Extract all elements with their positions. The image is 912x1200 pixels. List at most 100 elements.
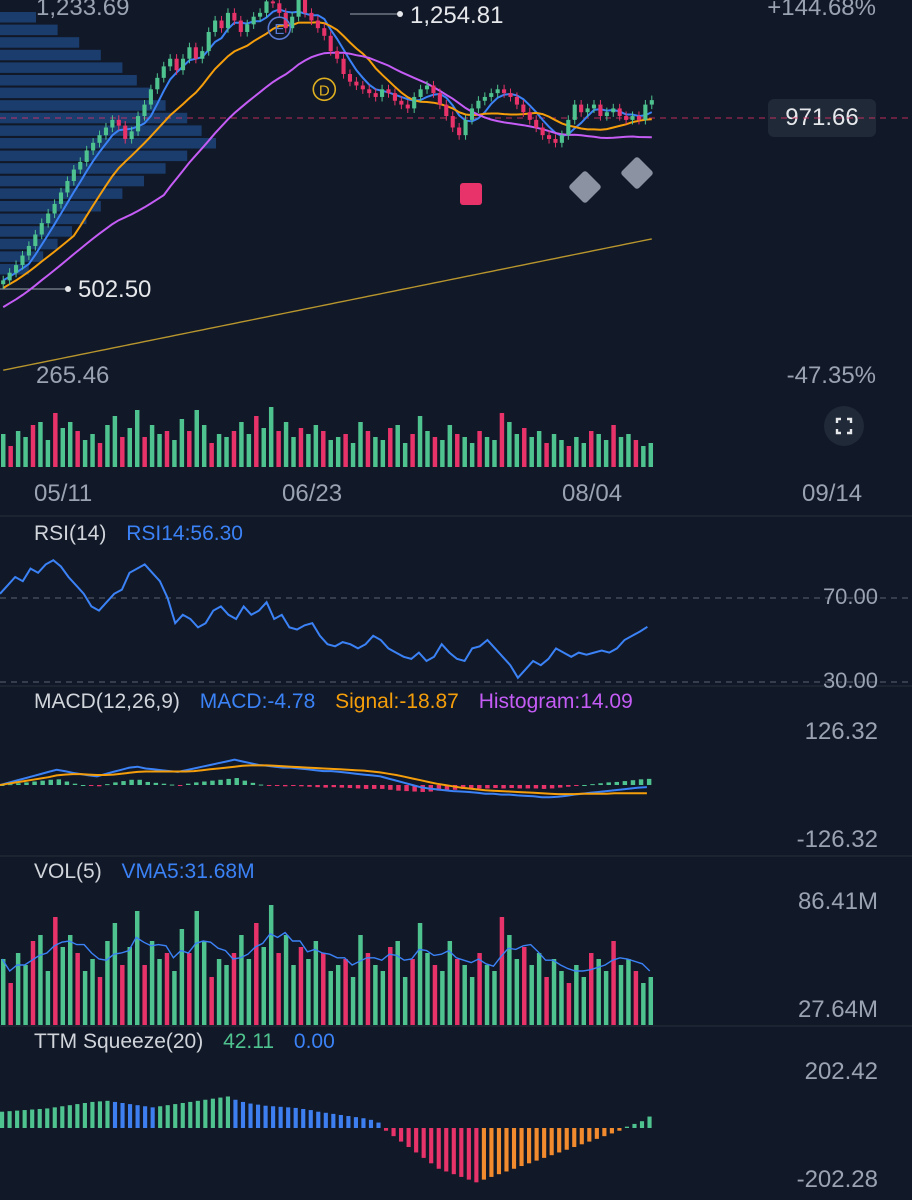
macd-signal: Signal:-18.87 xyxy=(335,690,459,713)
ttm-bar xyxy=(45,1108,50,1128)
volume-bar xyxy=(551,434,557,467)
ttm-bar xyxy=(557,1128,562,1153)
macd-hist-bar xyxy=(614,781,620,785)
volume-bar xyxy=(291,437,296,467)
candle-body xyxy=(33,234,38,246)
ttm-bar xyxy=(135,1105,140,1128)
ttm-bar xyxy=(391,1128,396,1137)
volume-bar xyxy=(38,422,43,467)
ttm-bar xyxy=(617,1128,622,1131)
ttm-bar xyxy=(353,1117,358,1128)
macd-hist-bar xyxy=(88,785,94,786)
macd-hist-bar xyxy=(622,781,628,785)
macd-hist-bar xyxy=(363,785,369,789)
vol-bar xyxy=(313,941,319,1025)
candle-body xyxy=(232,12,237,21)
macd-hist-bar xyxy=(582,785,587,786)
ttm-bar xyxy=(474,1128,479,1183)
vol-bar xyxy=(45,971,51,1025)
expand-button[interactable] xyxy=(824,406,864,446)
candle-body xyxy=(84,150,89,162)
candle-body xyxy=(476,100,481,109)
volume-bar xyxy=(544,443,549,467)
vol-bar xyxy=(648,977,654,1025)
vol-bar xyxy=(432,965,438,1025)
vol-bar xyxy=(298,947,304,1025)
ttm-bar xyxy=(519,1128,524,1167)
macd-hist-bar xyxy=(566,785,571,787)
profile-bar xyxy=(0,201,101,212)
macd-hist-bar xyxy=(202,781,207,785)
vol-bar xyxy=(30,941,36,1025)
profile-bar xyxy=(0,12,36,23)
macd-panel xyxy=(0,758,652,799)
macd-hist-bar xyxy=(533,785,539,789)
macd-hist-bar xyxy=(331,785,336,788)
ttm-bar xyxy=(60,1106,65,1128)
candle-body xyxy=(534,119,539,128)
volume-bar xyxy=(574,437,579,467)
ma-200-line xyxy=(3,238,652,371)
macd-hist-bar xyxy=(646,778,652,785)
ttm-bar xyxy=(90,1101,95,1128)
profile-bar xyxy=(0,138,216,149)
macd-value: MACD:-4.78 xyxy=(199,690,316,713)
vol-bar xyxy=(164,953,170,1025)
vol-bar xyxy=(529,965,534,1025)
profile-bar xyxy=(0,100,166,111)
vol-name: VOL(5) xyxy=(34,860,102,883)
ttm-bar xyxy=(75,1104,80,1128)
candle-body xyxy=(78,161,83,170)
candle-body xyxy=(296,0,301,17)
volume-bar xyxy=(417,416,423,467)
candle-body xyxy=(604,112,609,117)
vol-bar xyxy=(172,971,177,1025)
macd-histogram: Histogram:14.09 xyxy=(478,690,633,713)
ttm-bar xyxy=(127,1104,133,1128)
macd-title: MACD(12,26,9) MACD:-4.78 Signal:-18.87 H… xyxy=(34,690,647,714)
volume-bar xyxy=(648,443,654,467)
ttm-bar xyxy=(542,1128,547,1158)
volume-bar xyxy=(60,428,66,467)
volume-bar xyxy=(358,422,363,467)
volume-bar xyxy=(254,416,259,467)
candle-body xyxy=(103,127,109,136)
marker-circle xyxy=(312,77,337,102)
rsi-line xyxy=(0,558,648,680)
vol-bar xyxy=(507,935,512,1025)
macd-hist-bar xyxy=(436,785,442,791)
ttm-bar xyxy=(105,1100,110,1128)
macd-line xyxy=(0,758,647,799)
macd-hist-bar xyxy=(598,783,603,785)
volume-bar xyxy=(164,431,170,467)
candle-body xyxy=(508,93,513,97)
vol-panel xyxy=(1,905,654,1025)
volume-bar xyxy=(343,434,348,467)
macd-hist-bar xyxy=(291,785,296,786)
macd-hist-bar xyxy=(469,785,474,789)
macd-top-label: 126.32 xyxy=(804,718,878,745)
ttm-bar xyxy=(527,1128,532,1164)
ttm-bar xyxy=(37,1108,42,1128)
ttm-bar xyxy=(143,1106,148,1128)
vol-bar xyxy=(60,947,66,1025)
volume-bar xyxy=(633,440,639,467)
candle-body xyxy=(315,20,320,29)
macd-hist-bar xyxy=(32,781,37,785)
vol-bar xyxy=(276,953,281,1025)
macd-hist-bar xyxy=(48,779,53,785)
macd-hist-bar xyxy=(64,781,70,785)
vol-bar xyxy=(447,941,453,1025)
ttm-bar xyxy=(534,1128,539,1161)
candle-body xyxy=(328,35,333,52)
volume-bar xyxy=(239,422,244,467)
vol-bar xyxy=(15,953,21,1025)
macd-hist-bar xyxy=(380,785,385,789)
macd-hist-bar xyxy=(412,785,417,792)
vol-bar xyxy=(157,959,162,1025)
vol-bar xyxy=(618,965,624,1025)
macd-hist-bar xyxy=(258,784,264,786)
macd-hist-bar xyxy=(266,785,272,786)
ttm-bar xyxy=(549,1128,554,1156)
profile-bar xyxy=(0,175,144,187)
